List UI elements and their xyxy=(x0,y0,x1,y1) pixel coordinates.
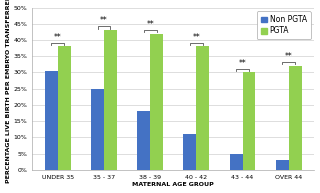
Legend: Non PGTA, PGTA: Non PGTA, PGTA xyxy=(257,11,311,39)
Bar xyxy=(183,134,196,170)
Bar xyxy=(229,154,243,170)
Bar xyxy=(196,47,209,170)
Text: **: ** xyxy=(54,33,62,42)
Bar xyxy=(45,71,58,170)
Text: **: ** xyxy=(239,59,246,68)
X-axis label: MATERNAL AGE GROUP: MATERNAL AGE GROUP xyxy=(132,182,214,187)
Bar xyxy=(91,89,104,170)
Bar xyxy=(276,160,289,170)
Bar xyxy=(137,111,150,170)
Y-axis label: PERCENTAGE LIVE BIRTH PER EMBRYO TRANSFERRED: PERCENTAGE LIVE BIRTH PER EMBRYO TRANSFE… xyxy=(5,0,11,183)
Bar xyxy=(104,30,117,170)
Text: **: ** xyxy=(146,20,154,29)
Bar xyxy=(150,34,163,170)
Bar xyxy=(243,72,255,170)
Text: **: ** xyxy=(192,33,200,42)
Bar xyxy=(58,47,71,170)
Text: **: ** xyxy=(100,16,108,25)
Text: **: ** xyxy=(285,52,292,61)
Bar xyxy=(289,66,302,170)
